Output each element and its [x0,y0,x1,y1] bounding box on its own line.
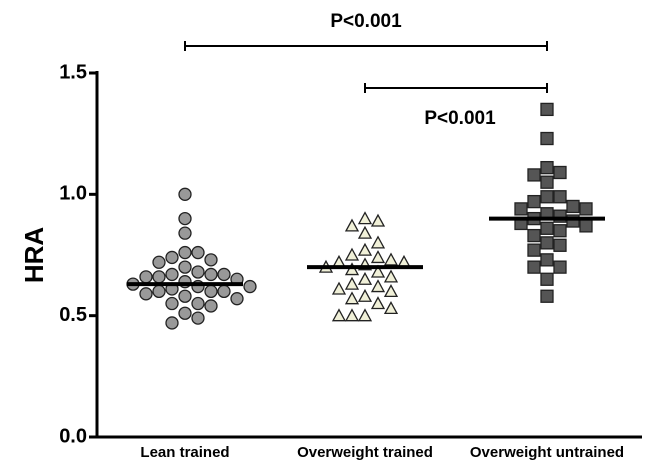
data-point [370,279,386,293]
data-point [178,187,192,201]
data-point [357,225,373,239]
data-point [152,284,166,299]
data-point [331,308,347,322]
data-point [217,267,231,282]
data-point [178,226,192,240]
data-point [204,253,218,267]
data-point [204,284,218,299]
data-point [540,190,554,204]
data-point [178,306,192,320]
data-point [383,284,399,298]
data-point [204,299,218,313]
data-point [579,202,593,216]
data-point [383,252,399,266]
data-point [357,288,373,302]
data-point [165,267,179,282]
data-point [243,279,257,294]
data-point [540,272,554,286]
data-point [178,211,192,226]
data-point [178,260,192,274]
data-point [357,211,373,225]
data-point [540,221,554,235]
y-tick-label: 1.0 [59,183,87,205]
data-point [370,213,386,227]
data-point [370,235,386,249]
significance-bracket [184,41,548,51]
data-point [344,218,360,232]
data-point [527,260,541,274]
data-point [540,131,554,146]
y-axis-label: HRA [19,227,49,284]
data-point [191,311,205,325]
data-point [230,292,244,306]
x-tick-label: Overweight untrained [470,444,624,461]
data-point [540,175,554,189]
data-point [540,289,554,303]
data-point [344,247,360,261]
data-point [540,160,554,175]
data-point [370,296,386,310]
data-point [514,202,528,216]
data-point [152,270,166,284]
data-point [553,260,567,274]
data-point [383,301,399,315]
y-tick-label: 0.5 [59,304,87,326]
data-point [540,236,554,250]
data-point [357,271,373,285]
p-value-label: P<0.001 [330,11,402,32]
data-point [540,253,554,267]
data-point [527,168,541,182]
data-point [139,270,153,284]
data-point [553,224,567,238]
data-point [139,287,153,301]
data-point [165,250,179,265]
x-tick-label: Overweight trained [297,444,433,461]
significance-bracket [364,83,548,93]
data-point [331,281,347,295]
data-point [191,245,205,260]
data-point [178,245,192,260]
data-point [553,165,567,180]
data-point [204,267,218,282]
y-tick-label: 1.5 [59,61,87,83]
data-point [579,219,593,233]
data-point [357,308,373,322]
x-tick-label: Lean trained [140,444,229,461]
data-point [165,316,179,330]
data-point [553,190,567,204]
data-point [566,199,580,214]
data-point [357,242,373,256]
data-point [191,265,205,279]
data-point [527,243,541,257]
y-tick-label: 0.0 [59,425,87,447]
data-point [527,194,541,209]
p-value-label: P<0.001 [424,108,496,129]
data-point [370,264,386,278]
data-point [191,296,205,311]
data-point [527,228,541,243]
data-point [217,284,231,299]
data-point [344,308,360,322]
data-point [178,289,192,303]
data-point [344,276,360,290]
data-point [370,250,386,264]
data-point [383,269,399,283]
data-point [553,238,567,252]
data-point [165,296,179,311]
data-point [540,102,554,117]
data-point [152,255,166,269]
data-point [344,291,360,305]
